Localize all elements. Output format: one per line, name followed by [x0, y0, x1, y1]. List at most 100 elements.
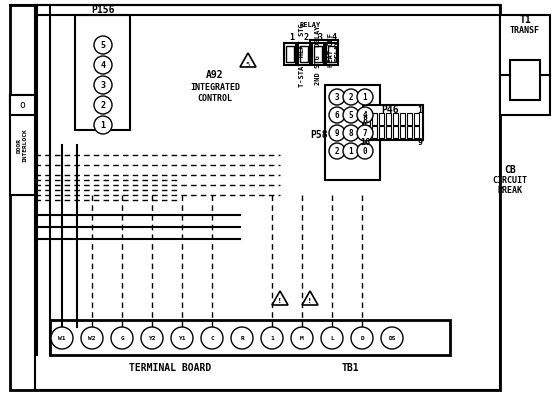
Circle shape — [261, 327, 283, 349]
Bar — [75, 15, 130, 130]
Bar — [393, 113, 398, 125]
Bar — [35, 5, 500, 390]
Bar — [372, 113, 377, 125]
Text: 5: 5 — [100, 41, 105, 49]
Bar — [50, 320, 450, 355]
Text: L: L — [330, 335, 334, 340]
Text: !: ! — [278, 298, 281, 304]
Text: DS: DS — [388, 335, 396, 340]
Circle shape — [94, 76, 112, 94]
Text: 1: 1 — [348, 147, 353, 156]
Bar — [400, 113, 405, 125]
Bar — [386, 113, 391, 125]
Text: P156: P156 — [91, 5, 115, 15]
Text: 2ND STG  DELAY: 2ND STG DELAY — [315, 25, 321, 85]
Text: 1: 1 — [290, 32, 295, 41]
Text: INTEGRATED: INTEGRATED — [190, 83, 240, 92]
Text: TB1: TB1 — [341, 363, 359, 373]
Bar — [10, 95, 35, 115]
Text: DOOR
INTERLOCK: DOOR INTERLOCK — [17, 128, 27, 162]
Circle shape — [357, 107, 373, 123]
Text: G: G — [120, 335, 124, 340]
Bar — [363, 105, 423, 140]
Circle shape — [81, 327, 103, 349]
Circle shape — [329, 125, 345, 141]
Text: W2: W2 — [88, 335, 96, 340]
Circle shape — [343, 89, 359, 105]
Text: 1: 1 — [100, 120, 105, 130]
Text: BREAK: BREAK — [497, 186, 522, 194]
Circle shape — [291, 327, 313, 349]
Text: T-STAT HEAT STG: T-STAT HEAT STG — [299, 23, 305, 87]
Text: 1: 1 — [418, 105, 423, 115]
Bar — [510, 60, 540, 100]
Bar — [300, 46, 308, 62]
Circle shape — [141, 327, 163, 349]
Text: 5: 5 — [246, 62, 250, 68]
Polygon shape — [272, 291, 288, 305]
Bar — [414, 126, 419, 138]
Circle shape — [343, 125, 359, 141]
Circle shape — [94, 96, 112, 114]
Text: 8: 8 — [348, 128, 353, 137]
Bar — [10, 5, 500, 390]
Circle shape — [357, 125, 373, 141]
Bar — [400, 126, 405, 138]
Text: 2: 2 — [304, 32, 309, 41]
Text: HEAT OFF
DELAY: HEAT OFF DELAY — [327, 33, 341, 67]
Bar — [326, 43, 338, 65]
Circle shape — [351, 327, 373, 349]
Circle shape — [357, 143, 373, 159]
Bar — [393, 126, 398, 138]
Circle shape — [51, 327, 73, 349]
Circle shape — [329, 143, 345, 159]
Circle shape — [343, 107, 359, 123]
Bar — [365, 113, 370, 125]
Text: 3: 3 — [100, 81, 105, 90]
Text: 9: 9 — [335, 128, 339, 137]
Text: o: o — [19, 100, 25, 110]
Text: 16: 16 — [360, 137, 370, 147]
Circle shape — [357, 89, 373, 105]
Text: T1: T1 — [519, 15, 531, 25]
Text: CIRCUIT: CIRCUIT — [493, 175, 527, 184]
Text: R: R — [240, 335, 244, 340]
Text: 4: 4 — [331, 32, 336, 41]
Text: 1: 1 — [363, 92, 367, 102]
Text: !: ! — [309, 298, 312, 304]
Circle shape — [94, 36, 112, 54]
Text: P58: P58 — [310, 130, 327, 140]
Text: D: D — [360, 335, 364, 340]
Text: 4: 4 — [100, 60, 105, 70]
Text: RELAY: RELAY — [299, 22, 321, 28]
Text: CONTROL: CONTROL — [197, 94, 233, 102]
Circle shape — [231, 327, 253, 349]
Text: 5: 5 — [348, 111, 353, 120]
Bar — [407, 126, 412, 138]
Text: 3: 3 — [317, 32, 322, 41]
Text: 8: 8 — [362, 115, 367, 124]
Bar — [379, 113, 384, 125]
Bar — [314, 46, 322, 62]
Text: 9: 9 — [418, 137, 423, 147]
Text: 4: 4 — [363, 111, 367, 120]
Bar — [414, 113, 419, 125]
Circle shape — [329, 89, 345, 105]
Bar — [286, 46, 294, 62]
Bar — [284, 43, 296, 65]
Text: 7: 7 — [363, 128, 367, 137]
Text: 2: 2 — [335, 147, 339, 156]
Circle shape — [94, 56, 112, 74]
Bar — [386, 126, 391, 138]
Circle shape — [381, 327, 403, 349]
Text: M: M — [300, 335, 304, 340]
Polygon shape — [240, 53, 256, 67]
Bar — [312, 43, 324, 65]
Bar — [328, 46, 336, 62]
Text: TRANSF: TRANSF — [510, 26, 540, 34]
Text: 1: 1 — [270, 335, 274, 340]
Text: TERMINAL BOARD: TERMINAL BOARD — [129, 363, 211, 373]
Text: CB: CB — [504, 165, 516, 175]
Circle shape — [171, 327, 193, 349]
Bar — [298, 43, 310, 65]
